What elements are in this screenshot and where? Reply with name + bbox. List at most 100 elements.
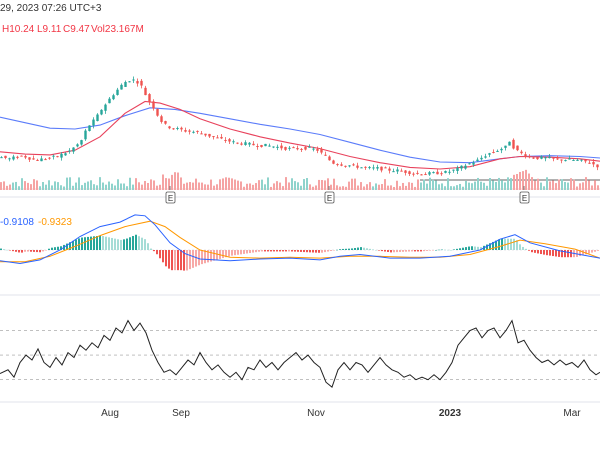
volume-bar	[21, 178, 23, 190]
volume-bar	[597, 185, 599, 190]
volume-bar	[18, 186, 20, 190]
candle-body	[256, 145, 259, 148]
macd-histogram-bar	[156, 250, 158, 255]
earnings-label: E	[327, 194, 332, 203]
volume-bar	[345, 186, 347, 190]
candle-body	[112, 95, 115, 100]
volume-bar	[513, 174, 515, 190]
candle-body	[424, 174, 427, 176]
macd-histogram-bar	[372, 249, 374, 250]
volume-bar	[381, 184, 383, 190]
macd-histogram-bar	[174, 250, 176, 271]
volume-bar	[528, 173, 530, 190]
candle-body	[316, 149, 319, 151]
macd-histogram-bar	[360, 247, 362, 250]
macd-histogram-bar	[75, 239, 77, 250]
macd-histogram-bar	[201, 250, 203, 265]
volume-bar	[429, 177, 431, 190]
macd-histogram-bar	[327, 250, 329, 252]
candle-body	[76, 144, 79, 147]
macd-histogram-bar	[588, 250, 590, 254]
macd-histogram-bar	[249, 250, 251, 254]
volume-bar	[588, 180, 590, 190]
volume-bar	[339, 186, 341, 190]
volume-bar	[426, 183, 428, 190]
candle-body	[484, 156, 487, 158]
macd-histogram-bar	[591, 250, 593, 253]
macd-histogram-bar	[264, 250, 266, 252]
macd-histogram-bar	[30, 250, 32, 252]
volume-bar	[69, 177, 71, 190]
volume-bar	[273, 183, 275, 190]
volume-bar	[108, 181, 110, 190]
candle-body	[588, 162, 591, 164]
macd-histogram-bar	[432, 250, 434, 251]
volume-bar	[165, 178, 167, 190]
ohlc-volume: Vol23.167M	[91, 24, 144, 35]
volume-bar	[42, 182, 44, 190]
candle-body	[216, 137, 219, 139]
candle-body	[268, 145, 271, 147]
macd-histogram-bar	[267, 250, 269, 252]
volume-bar	[129, 177, 131, 190]
macd-histogram-bar	[6, 249, 8, 251]
volume-bar	[576, 186, 578, 190]
macd-histogram-bar	[111, 237, 113, 250]
macd-histogram-bar	[300, 250, 302, 252]
x-tick-label: Nov	[307, 408, 325, 419]
macd-line	[0, 214, 600, 265]
volume-bar	[573, 179, 575, 190]
candle-body	[440, 173, 443, 175]
macd-histogram-bar	[468, 246, 470, 250]
candle-body	[104, 104, 107, 111]
volume-bar	[468, 182, 470, 190]
volume-bar	[498, 177, 500, 190]
macd-histogram-bar	[222, 250, 224, 259]
candle-body	[232, 141, 235, 143]
earnings-badge	[519, 191, 530, 204]
candle-body	[88, 125, 91, 132]
macd-histogram-bar	[117, 239, 119, 250]
macd-histogram-bar	[333, 250, 335, 251]
candle-body	[572, 159, 575, 161]
volume-bar	[279, 182, 281, 190]
volume-bar	[462, 186, 464, 190]
volume-bar	[363, 186, 365, 190]
candle-body	[372, 167, 375, 169]
volume-bar	[12, 182, 14, 190]
volume-bar	[561, 179, 563, 190]
candle-body	[536, 157, 539, 160]
macd-histogram-bar	[570, 250, 572, 258]
volume-bar	[201, 182, 203, 190]
volume-bar	[348, 181, 350, 190]
volume-bar	[222, 178, 224, 190]
macd-histogram-bar	[87, 236, 89, 250]
macd-histogram-bar	[135, 234, 137, 250]
x-tick-label: 2023	[439, 408, 462, 419]
volume-bar	[372, 186, 374, 190]
candle-body	[16, 156, 19, 158]
macd-histogram-bar	[414, 250, 416, 252]
macd-histogram-bar	[165, 250, 167, 267]
macd-histogram-bar	[594, 250, 596, 252]
volume-bar	[390, 185, 392, 190]
volume-bar	[537, 178, 539, 190]
volume-bar	[225, 177, 227, 190]
volume-bar	[471, 183, 473, 190]
candle-body	[576, 159, 579, 161]
volume-bar	[252, 184, 254, 190]
volume-bar	[210, 179, 212, 190]
macd-histogram-bar	[132, 236, 134, 250]
candle-body	[156, 108, 159, 116]
price-candles	[0, 76, 599, 177]
grid-layer	[0, 179, 600, 403]
macd-histogram-bar	[384, 250, 386, 252]
macd-histogram-bar	[453, 249, 455, 250]
volume-bar	[72, 185, 74, 190]
volume-bar	[378, 184, 380, 190]
macd-histogram-bar	[495, 240, 497, 250]
macd-histogram-bar	[45, 250, 47, 251]
macd-histogram-bar	[387, 250, 389, 252]
volume-bar	[228, 177, 230, 190]
